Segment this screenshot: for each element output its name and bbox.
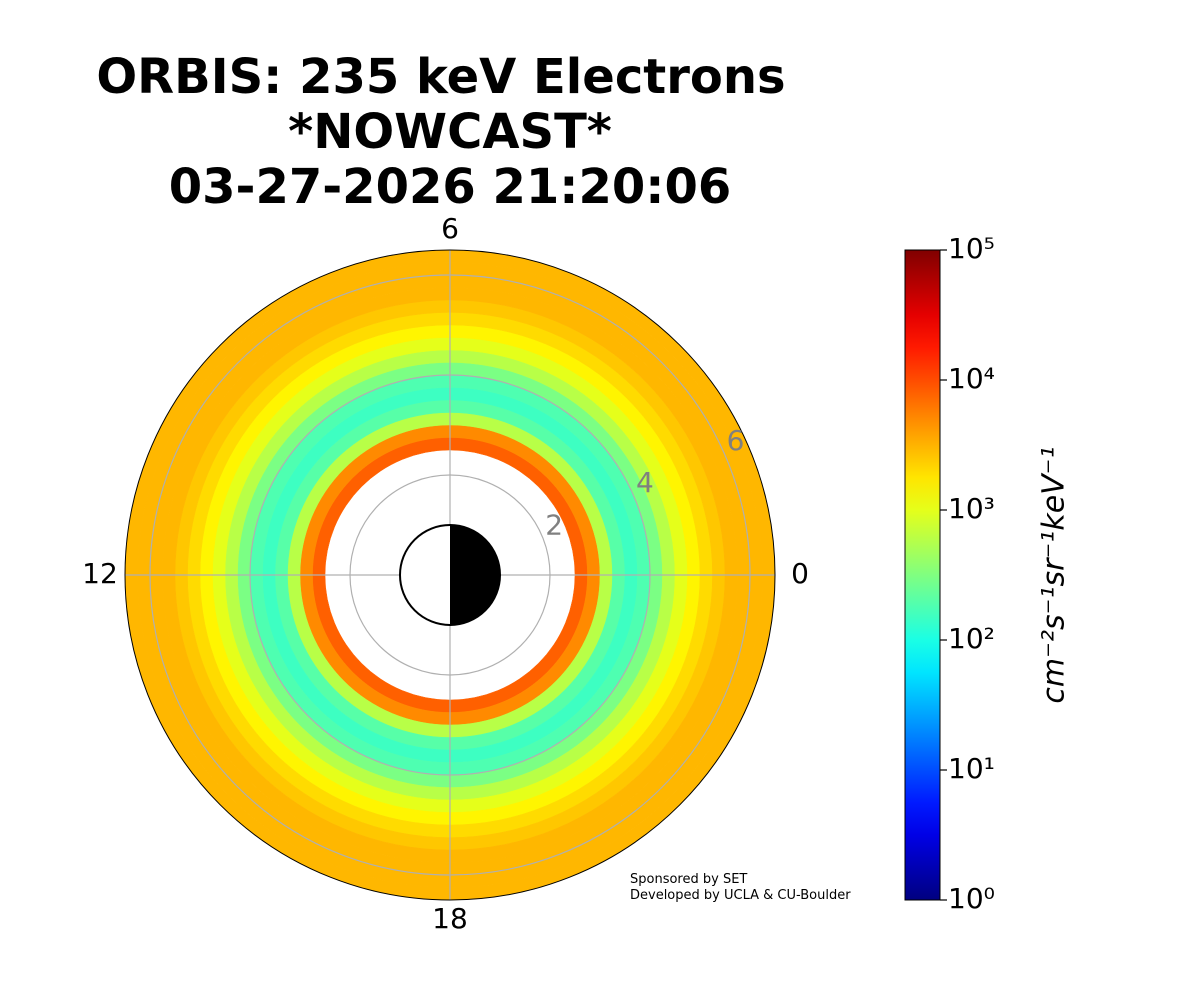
colorbar-tick-label: 10⁴ — [948, 362, 995, 395]
colorbar-tick-label: 10⁵ — [948, 232, 995, 265]
theta-tick-label: 6 — [441, 212, 459, 245]
r-tick-label: 2 — [545, 508, 563, 541]
polar-frame — [124, 249, 776, 901]
colorbar-tick-label: 10⁰ — [948, 882, 995, 915]
earth — [399, 524, 501, 626]
colorbar-tick-label: 10¹ — [948, 752, 995, 785]
colorbar — [904, 249, 941, 901]
chart-title: 03-27-2026 21:20:06 — [169, 159, 732, 215]
colorbar-tick-label: 10³ — [948, 492, 995, 525]
theta-tick-label: 0 — [791, 557, 809, 590]
r-tick-label: 6 — [727, 424, 745, 457]
r-tick-label: 4 — [636, 466, 654, 499]
colorbar-label: cm⁻²s⁻¹sr⁻¹keV⁻¹ — [1037, 446, 1072, 703]
chart-title: *NOWCAST* — [288, 104, 612, 160]
credit: Sponsored by SET — [630, 872, 747, 887]
grid — [125, 250, 775, 900]
credit: Developed by UCLA & CU-Boulder — [630, 888, 851, 903]
colorbar-tick-label: 10² — [948, 622, 995, 655]
theta-tick-label: 12 — [82, 557, 118, 590]
chart-title: ORBIS: 235 keV Electrons — [96, 49, 785, 105]
theta-tick-label: 18 — [432, 902, 468, 935]
